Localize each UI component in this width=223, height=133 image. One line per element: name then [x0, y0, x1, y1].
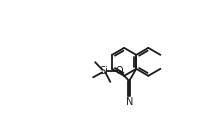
- Text: O: O: [116, 66, 123, 76]
- Text: N: N: [126, 97, 133, 107]
- Text: Si: Si: [100, 66, 108, 76]
